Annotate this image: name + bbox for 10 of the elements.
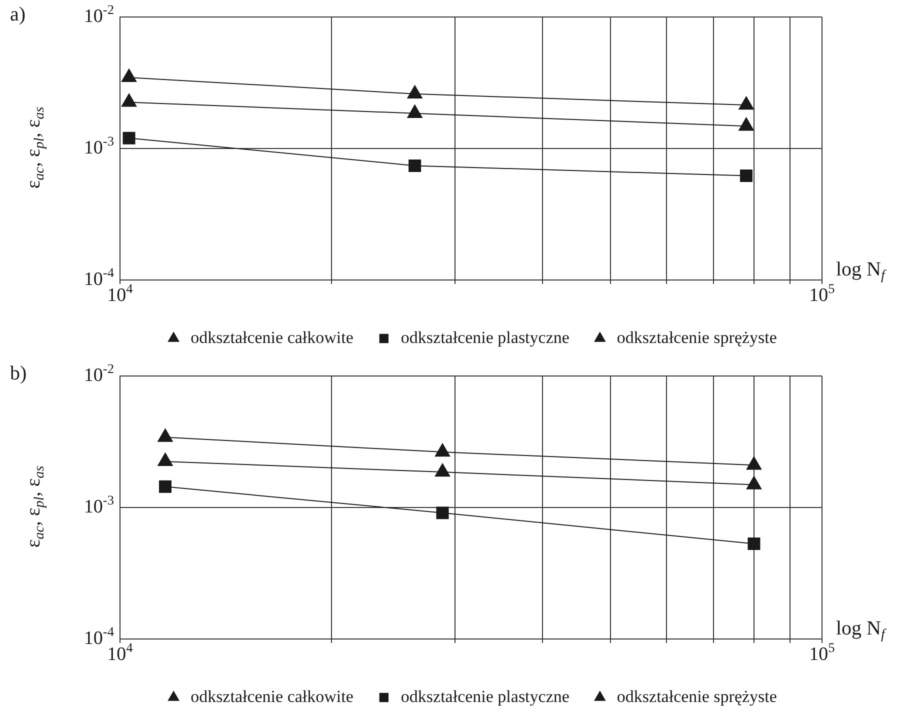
legend-label: odkształcenie całkowite (190, 328, 354, 347)
chart-title: a) (10, 3, 26, 26)
legend-label: odkształcenie plastyczne (400, 328, 570, 347)
legend-label: odkształcenie plastyczne (400, 686, 570, 706)
chart-title: b) (10, 362, 27, 384)
y-axis-title: εac, εpl, εas (22, 106, 48, 189)
y-axis-title: εac, εpl, εas (22, 465, 48, 548)
legend-label: odkształcenie całkowite (190, 686, 354, 706)
legend-label: odkształcenie sprężyste (616, 328, 777, 347)
legend-label: odkształcenie sprężyste (616, 686, 777, 706)
